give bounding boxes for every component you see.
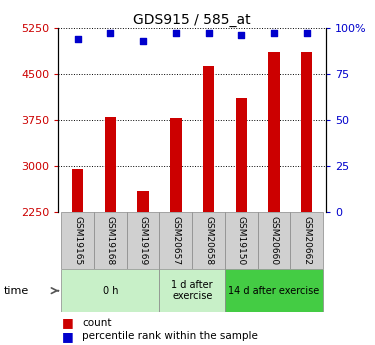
Point [304,30,310,36]
Bar [170,118,182,212]
Text: ■: ■ [62,316,74,329]
Text: ■: ■ [62,330,74,343]
Bar [137,191,149,212]
Bar [94,212,127,269]
Bar [268,52,280,212]
Text: GSM20662: GSM20662 [302,216,311,265]
Bar [127,212,159,269]
Bar [105,117,116,212]
Point [108,30,114,36]
Text: GSM20658: GSM20658 [204,216,213,265]
Text: count: count [82,318,112,327]
Bar [159,212,192,269]
Text: GSM20657: GSM20657 [171,216,180,265]
Title: GDS915 / 585_at: GDS915 / 585_at [134,12,251,27]
Bar [62,212,94,269]
Point [238,32,244,38]
Bar [203,66,214,212]
Bar [225,269,323,312]
Point [173,30,179,36]
Text: GSM19169: GSM19169 [139,216,148,265]
Text: percentile rank within the sample: percentile rank within the sample [82,332,258,341]
Bar [236,98,247,212]
Bar [225,212,258,269]
Bar [258,212,290,269]
Text: 0 h: 0 h [103,286,118,296]
Text: GSM20660: GSM20660 [269,216,278,265]
Bar [62,269,159,312]
Text: 1 d after
exercise: 1 d after exercise [171,280,213,302]
Text: 14 d after exercise: 14 d after exercise [228,286,320,296]
Bar [301,52,312,212]
Text: time: time [4,286,29,296]
Point [206,30,212,36]
Text: GSM19168: GSM19168 [106,216,115,265]
Bar [72,169,84,212]
Text: GSM19150: GSM19150 [237,216,246,265]
Bar [159,269,225,312]
Text: GSM19165: GSM19165 [73,216,82,265]
Point [75,36,81,41]
Bar [290,212,323,269]
Point [271,30,277,36]
Point [140,38,146,43]
Bar [192,212,225,269]
